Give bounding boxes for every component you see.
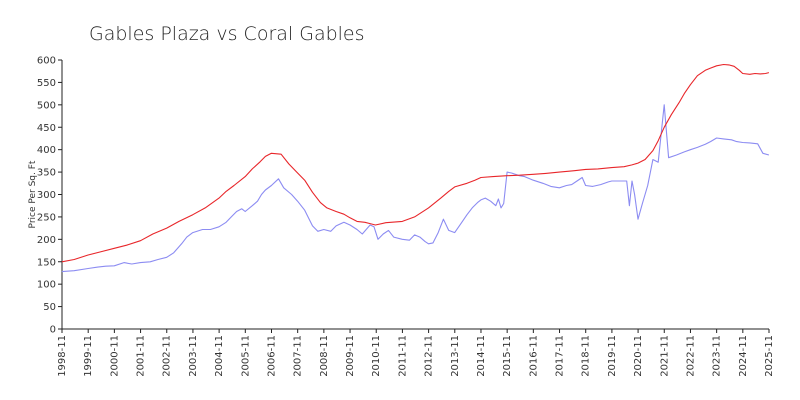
- y-axis-label: Price Per Sq. Ft: [28, 160, 38, 228]
- x-tick-label: 2009-11: [345, 335, 356, 377]
- x-tick-label: 2022-11: [685, 335, 696, 377]
- y-axis: 0 50 100 150 200 250 300 350 400 450 500 550 600: [37, 56, 63, 336]
- y-tick-label: 100: [37, 280, 56, 291]
- x-tick-label: 2006-11: [266, 335, 277, 377]
- chart-title: Gables Plaza vs Coral Gables: [89, 23, 365, 45]
- x-tick-label: 2010-11: [371, 335, 382, 377]
- x-tick-label: 2007-11: [293, 335, 304, 377]
- x-tick-label: 2023-11: [712, 335, 723, 377]
- x-tick-label: 2014-11: [476, 335, 487, 377]
- x-tick-label: 2004-11: [214, 335, 225, 377]
- y-tick-label: 550: [37, 78, 56, 89]
- series-line-coral-gables: [61, 63, 770, 263]
- x-tick-label: 2017-11: [555, 335, 566, 377]
- x-tick-label: 2000-11: [109, 335, 120, 377]
- y-tick-label: 350: [37, 168, 56, 179]
- x-tick-label: 2005-11: [240, 335, 251, 377]
- y-tick-label: 300: [37, 190, 56, 201]
- x-tick-label: 2016-11: [528, 335, 539, 377]
- x-tick-label: 2012-11: [424, 335, 435, 377]
- x-tick-label: 2011-11: [397, 335, 408, 377]
- x-tick-label: 2025-11: [764, 335, 775, 377]
- y-tick-label: 0: [50, 325, 56, 336]
- x-tick-label: 2001-11: [136, 335, 147, 377]
- x-tick-label: 2015-11: [502, 335, 513, 377]
- y-tick-label: 600: [37, 56, 56, 67]
- x-tick-label: 2019-11: [607, 335, 618, 377]
- y-tick-label: 200: [37, 235, 56, 246]
- series-line-gables-plaza: [61, 104, 770, 273]
- y-tick-label: 50: [43, 302, 56, 313]
- x-tick-label: 2018-11: [581, 335, 592, 377]
- x-tick-label: 2013-11: [450, 335, 461, 377]
- x-axis: 1998-11 1999-11 2000-11 2001-11 2002-11 2003-…: [57, 328, 775, 377]
- x-tick-label: 2024-11: [738, 335, 749, 377]
- x-tick-label: 2021-11: [659, 335, 670, 377]
- y-tick-label: 500: [37, 100, 56, 111]
- x-tick-label: 2002-11: [162, 335, 173, 377]
- series-layer: [61, 63, 770, 273]
- x-tick-label: 1998-11: [57, 335, 68, 377]
- y-tick-label: 450: [37, 123, 56, 134]
- y-tick-label: 250: [37, 212, 56, 223]
- x-tick-label: 2020-11: [633, 335, 644, 377]
- y-tick-label: 400: [37, 145, 56, 156]
- x-tick-label: 1999-11: [83, 335, 94, 377]
- x-tick-label: 2003-11: [188, 335, 199, 377]
- y-tick-label: 150: [37, 257, 56, 268]
- x-tick-label: 2008-11: [319, 335, 330, 377]
